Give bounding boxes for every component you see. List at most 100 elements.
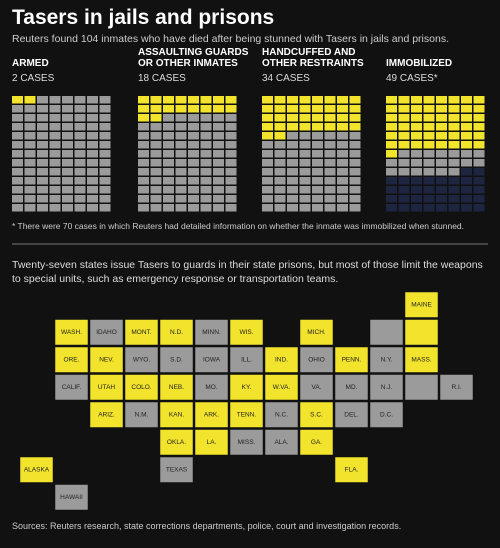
waffle-cell — [62, 168, 73, 176]
waffle-cell — [411, 204, 422, 212]
waffle-cell — [74, 105, 86, 113]
waffle-cell — [213, 150, 224, 158]
waffle-cell — [37, 105, 48, 113]
waffle-cell — [150, 114, 162, 122]
waffle-cell — [398, 168, 410, 176]
title: Tasers in jails and prisons — [12, 6, 275, 29]
state-label: LA. — [207, 439, 217, 446]
waffle-cell — [37, 123, 48, 131]
waffle-cell — [274, 195, 286, 203]
waffle-cell — [423, 177, 435, 185]
waffle-cell — [74, 132, 86, 140]
waffle-cell — [163, 204, 174, 212]
state-label: ORE. — [64, 356, 80, 363]
waffle-cell — [349, 105, 361, 113]
waffle-cell — [24, 132, 36, 140]
state-label: VA. — [312, 384, 322, 391]
waffle-cell — [150, 204, 162, 212]
state-label: PENN. — [342, 356, 362, 363]
waffle-cell — [37, 159, 48, 167]
waffle-cell — [337, 141, 348, 149]
waffle-cell — [24, 195, 36, 203]
waffle-cell — [175, 186, 187, 194]
waffle-cell — [473, 96, 485, 104]
waffle-cell — [337, 159, 348, 167]
waffle-cell — [225, 159, 237, 167]
waffle-cell — [337, 114, 348, 122]
waffle-cell — [12, 150, 23, 158]
waffle-cell — [312, 114, 323, 122]
state-label: NEB. — [169, 384, 184, 391]
waffle-cell — [175, 96, 187, 104]
waffle-cell — [24, 159, 36, 167]
state — [194, 346, 229, 373]
state-label: N.C. — [275, 411, 288, 418]
waffle-cell — [163, 168, 174, 176]
panel-label: ASSAULTING GUARDS — [138, 47, 249, 58]
waffle-cell — [138, 195, 149, 203]
waffle-cell — [274, 186, 286, 194]
waffle-cell — [337, 105, 348, 113]
waffle-cell — [37, 150, 48, 158]
waffle-cell — [398, 177, 410, 185]
waffle-cell — [274, 96, 286, 104]
state-label: D.C. — [380, 411, 393, 418]
waffle-cell — [461, 132, 472, 140]
waffle-cell — [287, 195, 298, 203]
waffle-cell — [436, 186, 447, 194]
state-label: MINN. — [202, 329, 221, 336]
waffle-cell — [411, 195, 422, 203]
waffle-cell — [436, 177, 447, 185]
waffle-cell — [213, 204, 224, 212]
waffle-cell — [287, 123, 298, 131]
waffle-cell — [436, 123, 447, 131]
panel-label: HANDCUFFED AND — [262, 47, 356, 58]
waffle-cell — [262, 168, 273, 176]
waffle-cell — [175, 159, 187, 167]
waffle-cell — [163, 132, 174, 140]
waffle-cell — [324, 105, 336, 113]
waffle-cell — [200, 114, 212, 122]
waffle-cell — [200, 132, 212, 140]
waffle-cell — [448, 105, 460, 113]
waffle-cell — [74, 123, 86, 131]
waffle-cell — [423, 168, 435, 176]
waffle-cell — [411, 150, 422, 158]
waffle-cell — [349, 159, 361, 167]
waffle-cell — [49, 114, 61, 122]
waffle-cell — [337, 123, 348, 131]
waffle-cell — [150, 159, 162, 167]
waffle-cell — [398, 204, 410, 212]
waffle-cell — [473, 168, 485, 176]
waffle-cell — [473, 177, 485, 185]
waffle-cell — [274, 132, 286, 140]
state — [159, 401, 194, 428]
waffle-cell — [262, 132, 273, 140]
waffle-cell — [324, 150, 336, 158]
waffle-cell — [312, 96, 323, 104]
state — [334, 374, 369, 401]
waffle-cell — [175, 168, 187, 176]
state — [194, 429, 229, 456]
waffle-cell — [12, 123, 23, 131]
waffle-cell — [386, 195, 397, 203]
state-label: MO. — [205, 384, 217, 391]
state-label: IDAHO — [96, 329, 117, 336]
waffle-cell — [461, 204, 472, 212]
waffle-cell — [473, 105, 485, 113]
waffle-cell — [349, 150, 361, 158]
waffle-cell — [337, 96, 348, 104]
state-label: GA. — [311, 439, 322, 446]
waffle-cell — [448, 204, 460, 212]
waffle-cell — [423, 123, 435, 131]
waffle-cell — [448, 123, 460, 131]
waffle-cell — [287, 96, 298, 104]
waffle-cell — [188, 168, 199, 176]
waffle-cell — [324, 159, 336, 167]
waffle-cell — [188, 159, 199, 167]
waffle-cell — [411, 132, 422, 140]
waffle-cell — [324, 114, 336, 122]
waffle-cell — [262, 123, 273, 131]
waffle-cell — [411, 105, 422, 113]
waffle-cell — [163, 141, 174, 149]
